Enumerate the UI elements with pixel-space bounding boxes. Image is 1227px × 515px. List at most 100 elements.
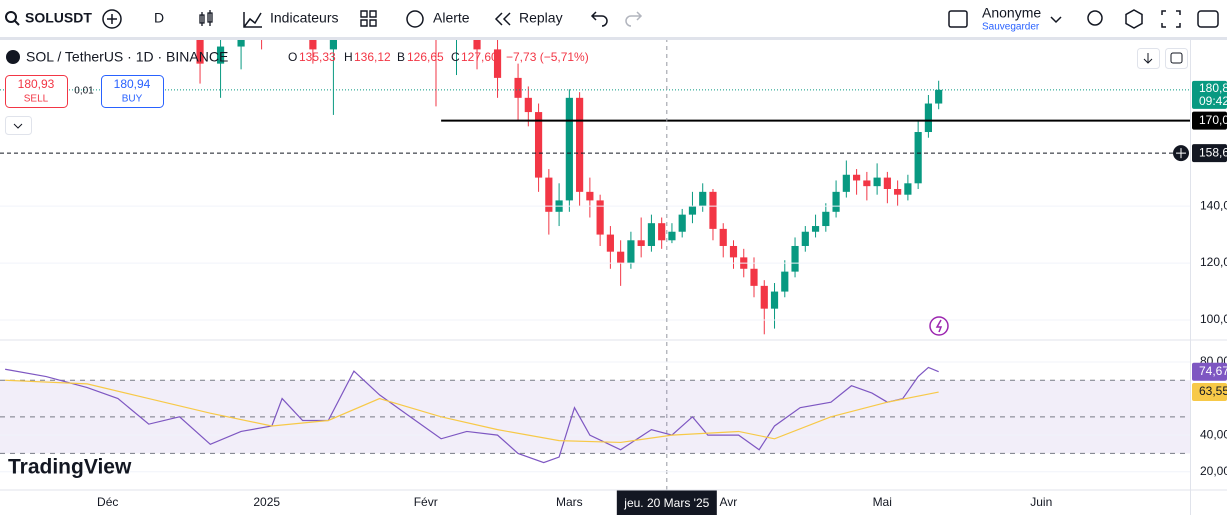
candle-body (534, 112, 543, 178)
add-symbol[interactable] (102, 9, 122, 29)
candle-body (493, 49, 502, 78)
sell-label: SELL (24, 94, 49, 105)
legend-title: SOL / TetherUS · 1D · BINANCE (26, 49, 228, 65)
scroll-icon (1143, 53, 1153, 64)
legend-change: −7,73 (−5,71%) (506, 50, 589, 64)
sell-button[interactable] (5, 75, 68, 108)
user-name[interactable]: Anonyme (982, 5, 1041, 21)
candle-body (545, 177, 553, 212)
maximize-button[interactable] (1165, 48, 1188, 69)
screenshot-button[interactable] (1197, 10, 1219, 28)
y-tick-label: 40,00 (1200, 427, 1227, 441)
candle-body (832, 191, 840, 212)
fullscreen-button[interactable] (1161, 10, 1181, 28)
candle-body (719, 228, 727, 246)
legend-b: 126,65 (407, 50, 444, 64)
redo-button[interactable] (625, 11, 643, 27)
candle-body (196, 38, 204, 64)
candle-body (883, 177, 891, 189)
level-tag-box (1192, 111, 1227, 130)
countdown: 09:42 (1199, 94, 1227, 108)
undo-button[interactable] (590, 11, 608, 27)
save-link[interactable]: Sauvegarder (982, 22, 1040, 33)
candle-body (216, 46, 225, 64)
candle-body (647, 223, 656, 246)
candle-body (873, 177, 881, 187)
candle-body (473, 38, 481, 50)
candle-body (658, 223, 666, 241)
replay-icon (494, 12, 511, 26)
legend-o: 135,33 (299, 50, 336, 64)
buy-label: BUY (122, 94, 143, 105)
crosshair-label-box (616, 490, 717, 515)
buy-button[interactable] (101, 75, 164, 108)
candle-body (729, 245, 738, 258)
last-price-tag: 180,8 (1199, 81, 1227, 95)
y-tick-label: 120,0 (1200, 255, 1227, 269)
x-tick-label: Mai (873, 495, 892, 509)
candle-body (637, 240, 645, 246)
chart-type-icon[interactable] (199, 10, 213, 26)
event-icon[interactable] (929, 316, 949, 336)
settings-button[interactable] (1125, 9, 1143, 29)
candle-body (668, 231, 676, 241)
quick-search[interactable] (1087, 10, 1103, 26)
x-tick-label: Mars (556, 495, 583, 509)
rsi-tag: 63,55 (1199, 384, 1227, 398)
event-icon-bolt (935, 319, 943, 333)
x-tick-label: Juin (1030, 495, 1052, 509)
candle-body (811, 226, 820, 232)
candle-body (329, 38, 337, 50)
x-tick-label: Févr (414, 495, 438, 509)
user-menu[interactable] (1050, 16, 1062, 24)
legend-b-label: B (397, 50, 405, 64)
symbol[interactable]: SOLUSDT (25, 10, 92, 26)
candle-body (914, 132, 922, 184)
avatar[interactable] (948, 10, 968, 28)
candle-body (688, 206, 697, 215)
legend-h-label: H (344, 50, 353, 64)
candle-body (791, 245, 799, 272)
candle-body (514, 77, 522, 98)
candle-body (699, 191, 707, 207)
interval[interactable]: D (154, 10, 164, 26)
rsi-tag-box (1192, 383, 1227, 402)
y-tick-label: 140,0 (1200, 198, 1227, 212)
crosshair-label: jeu. 20 Mars '25 (623, 496, 709, 510)
watermark: TradingView (8, 456, 132, 479)
legend-h: 136,12 (354, 50, 391, 64)
rsi-tag: 74,67 (1199, 364, 1227, 378)
candle-body (627, 240, 635, 264)
search-icon[interactable] (5, 11, 17, 23)
indicators-button[interactable]: Indicateurs (270, 10, 338, 26)
rsi-pane (5, 366, 939, 464)
y-tick-label: 20,00 (1200, 464, 1227, 478)
candle-body (709, 191, 717, 229)
candle-body (678, 214, 686, 232)
candle-body (904, 183, 912, 195)
rsi-line (5, 379, 939, 444)
price-pane (0, 38, 1190, 335)
candle-body (863, 180, 871, 187)
candle-body (894, 189, 902, 195)
x-tick-label: Déc (97, 495, 118, 509)
x-tick-label: 2025 (253, 495, 280, 509)
level-tag: 158,6 (1199, 145, 1227, 159)
candle-body (801, 231, 809, 246)
sell-price: 180,93 (18, 77, 55, 91)
rsi-line (5, 366, 939, 464)
replay-button[interactable]: Replay (519, 10, 563, 26)
collapse-button[interactable] (5, 116, 32, 135)
symbol-logo (6, 50, 20, 64)
candle-body (781, 271, 789, 292)
toolbar (0, 0, 1227, 38)
alert-button[interactable]: Alerte (433, 10, 470, 26)
maximize-icon (1170, 52, 1183, 64)
candle-body (596, 200, 604, 235)
layouts-icon[interactable] (360, 10, 377, 27)
candle-body (565, 97, 573, 201)
